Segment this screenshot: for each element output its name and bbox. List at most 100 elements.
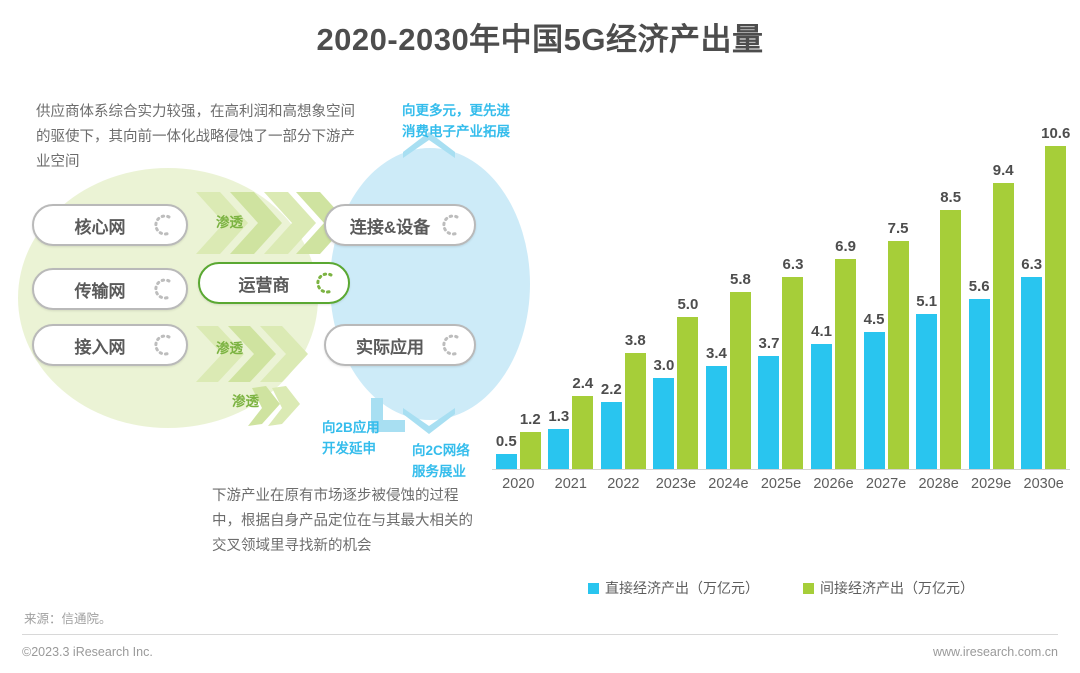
bar-value-label: 3.0: [653, 357, 675, 374]
copyright-text: ©2023.3 iResearch Inc.: [22, 645, 153, 659]
bar[interactable]: [992, 183, 1014, 469]
node-core-network[interactable]: 核心网: [32, 204, 188, 246]
bar-group: 3.4 5.8: [702, 120, 755, 469]
bar[interactable]: [677, 317, 699, 469]
legend-swatch: [588, 582, 599, 594]
node-transport-network-label: 传输网: [74, 281, 126, 301]
penetration-label-3: 渗透: [232, 394, 259, 409]
dotted-arc-icon: [440, 334, 464, 356]
bar[interactable]: [782, 277, 804, 469]
bar-column: 6.3: [782, 120, 804, 469]
bar-value-label: 4.5: [863, 311, 885, 328]
legend-swatch: [803, 582, 814, 594]
arrow-down-icon: [403, 408, 455, 434]
bar-column: 2.4: [572, 120, 594, 469]
bar-column: 8.5: [940, 120, 962, 469]
node-transport-network[interactable]: 传输网: [32, 268, 188, 310]
bar[interactable]: [863, 332, 885, 469]
bar-column: 3.7: [758, 120, 780, 469]
x-axis-label: 2024e: [708, 476, 749, 492]
bar-column: 2.2: [600, 120, 622, 469]
bar-value-label: 3.7: [758, 335, 780, 352]
node-access-network[interactable]: 接入网: [32, 324, 188, 366]
bar[interactable]: [758, 356, 780, 469]
penetration-chevrons-bottom: [248, 386, 300, 426]
x-axis-label: 2025e: [760, 476, 802, 492]
x-axis-label: 2030e: [1023, 476, 1064, 492]
bar-value-label: 5.1: [916, 293, 938, 310]
chart-legend: 直接经济产出（万亿元） 间接经济产出（万亿元）: [492, 578, 1070, 598]
bar-value-label: 9.4: [992, 162, 1014, 179]
bar-column: 6.3: [1021, 120, 1043, 469]
bar-column: 4.5: [863, 120, 885, 469]
bar[interactable]: [495, 454, 517, 469]
bar-column: 7.5: [887, 120, 909, 469]
bar-value-label: 7.5: [887, 220, 909, 237]
bar-group: 4.5 7.5: [860, 120, 913, 469]
bar-value-label: 3.8: [624, 332, 646, 349]
x-axis-label: 2021: [554, 476, 587, 492]
dotted-arc-icon: [152, 334, 176, 356]
bar[interactable]: [519, 432, 541, 469]
x-axis-label: 2029e: [971, 476, 1012, 492]
source-note: 来源：信通院。: [24, 612, 112, 626]
bar-group: 2.2 3.8: [597, 120, 650, 469]
bar-group: 1.3 2.4: [545, 120, 598, 469]
bar[interactable]: [811, 344, 833, 469]
node-practical-application[interactable]: 实际应用: [324, 324, 476, 366]
bar[interactable]: [1045, 146, 1067, 469]
arrow-hook-icon: [371, 398, 405, 432]
bar-column: 10.6: [1041, 120, 1070, 469]
penetration-label-2: 渗透: [216, 341, 243, 356]
dotted-arc-icon: [152, 278, 176, 300]
legend-item[interactable]: 间接经济产出（万亿元）: [803, 578, 974, 598]
bar-chart: 0.5 1.2 1.3 2.4 2.2 3.8 3.0 5.0 3.4 5.8 3.7 6.3 4.1 6…: [492, 120, 1070, 532]
bar[interactable]: [835, 259, 857, 469]
bar-column: 4.1: [811, 120, 833, 469]
x-axis-label: 2026e: [813, 476, 854, 492]
bar-column: 5.1: [916, 120, 938, 469]
bar[interactable]: [548, 429, 570, 469]
bar-column: 5.8: [729, 120, 751, 469]
bar[interactable]: [729, 292, 751, 469]
upstream-annotation-text: 供应商体系综合实力较强，在高利润和高想象空间的驱使下，其向前一体化战略侵蚀了一部…: [36, 104, 355, 170]
bar[interactable]: [624, 353, 646, 469]
bar[interactable]: [940, 210, 962, 469]
bar-group: 4.1 6.9: [807, 120, 860, 469]
bar-value-label: 8.5: [940, 189, 962, 206]
bar-group: 6.3 10.6: [1017, 120, 1070, 469]
node-access-network-label: 接入网: [74, 337, 126, 357]
bar-value-label: 0.5: [495, 433, 517, 450]
node-connection-devices[interactable]: 连接&设备: [324, 204, 476, 246]
dotted-arc-icon: [440, 214, 464, 236]
arrow-up-icon: [403, 132, 455, 158]
bar-value-label: 2.2: [600, 381, 622, 398]
bar-value-label: 5.0: [677, 296, 699, 313]
x-axis-label: 2027e: [865, 476, 907, 492]
legend-item[interactable]: 直接经济产出（万亿元）: [588, 578, 759, 598]
node-operator[interactable]: 运营商: [198, 262, 350, 304]
bar-value-label: 2.4: [572, 375, 594, 392]
bar-value-label: 10.6: [1041, 125, 1071, 142]
bar-column: 3.4: [705, 120, 727, 469]
node-connection-devices-label: 连接&设备: [349, 217, 431, 237]
node-practical-application-label: 实际应用: [356, 337, 424, 357]
bar[interactable]: [653, 378, 675, 469]
bar[interactable]: [887, 241, 909, 469]
bar[interactable]: [572, 396, 594, 469]
bar-value-label: 5.6: [968, 278, 990, 295]
node-operator-label: 运营商: [238, 275, 290, 295]
bar-column: 0.5: [495, 120, 517, 469]
downstream-annotation-text: 下游产业在原有市场逐步被侵蚀的过程中，根据自身产品定位在与其最大相关的交叉领域里…: [212, 488, 473, 554]
callout-2c-network: 向2C网络 服务展业: [412, 443, 470, 479]
bar-column: 5.6: [968, 120, 990, 469]
bar[interactable]: [968, 299, 990, 469]
bar[interactable]: [600, 402, 622, 469]
bar[interactable]: [916, 314, 938, 469]
bar[interactable]: [705, 366, 727, 469]
legend-label: 直接经济产出（万亿元）: [605, 580, 759, 596]
bar-group: 5.1 8.5: [912, 120, 965, 469]
callout-2b-application: 向2B应用 开发延申: [322, 420, 380, 456]
bar[interactable]: [1021, 277, 1043, 469]
